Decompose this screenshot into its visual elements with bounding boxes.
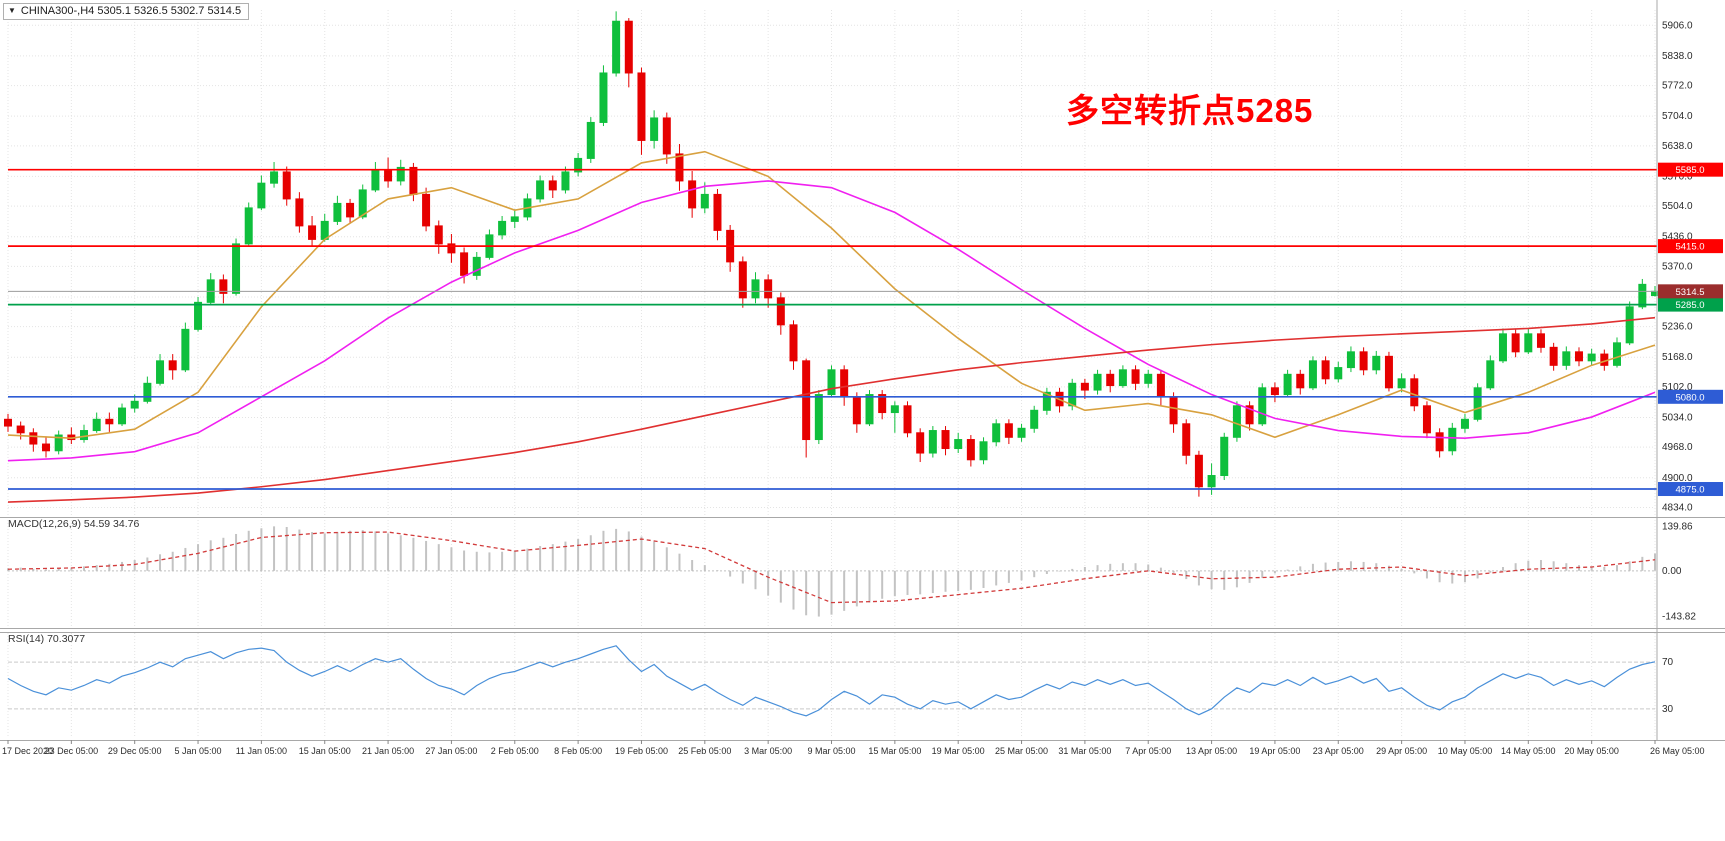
time-tick-label: 11 Jan 05:00 — [236, 746, 287, 756]
time-tick-label: 23 Dec 05:00 — [45, 746, 99, 756]
price-tick-label: 5570.0 — [1662, 171, 1693, 182]
current-price-badge — [1658, 284, 1723, 299]
annotation-text: 多空转折点5285 — [1066, 92, 1314, 129]
rsi-tick-label: 30 — [1662, 704, 1674, 715]
macd-panel — [7, 526, 1656, 617]
time-tick-label: 13 Apr 05:00 — [1186, 746, 1237, 756]
price-tick-label: 5370.0 — [1662, 261, 1693, 272]
price-badges: 5585.0 5415.0 5285.0 5080.0 4875.0 5314.5 — [1658, 162, 1723, 497]
macd-tick-label: 0.00 — [1662, 566, 1682, 577]
price-tick-label: 5504.0 — [1662, 201, 1693, 212]
rsi-indicator-label: RSI(14) 70.3077 — [8, 633, 86, 645]
time-tick-label: 3 Mar 05:00 — [744, 746, 792, 756]
macd-tick-label: 139.86 — [1662, 521, 1693, 532]
price-tick-label: 5236.0 — [1662, 322, 1693, 333]
price-tick-label: 5638.0 — [1662, 141, 1693, 152]
price-level-badge-text: 5080.0 — [1675, 392, 1704, 403]
price-axis: 5906.0 5838.0 5772.0 5704.0 5638.0 5570.0 5504… — [1662, 20, 1696, 715]
chart-dropdown-icon[interactable]: ▼ — [8, 6, 16, 15]
time-tick-label: 23 Apr 05:00 — [1313, 746, 1364, 756]
price-level-badge-text: 4875.0 — [1675, 485, 1704, 496]
time-tick-label: 15 Jan 05:00 — [299, 746, 351, 756]
time-tick-label: 10 May 05:00 — [1438, 746, 1493, 756]
macd-indicator-label: MACD(12,26,9) 54.59 34.76 — [8, 518, 140, 530]
slow-ma-line — [7, 316, 1656, 503]
horizontal-level-lines[interactable] — [8, 168, 1657, 490]
price-level-badge-text: 5585.0 — [1675, 165, 1704, 176]
rsi-tick-label: 70 — [1662, 657, 1674, 668]
price-tick-label: 5168.0 — [1662, 352, 1693, 363]
time-tick-label: 17 Dec 2020 — [2, 746, 53, 756]
price-tick-label: 4834.0 — [1662, 502, 1693, 513]
time-tick-label: 2 Feb 05:00 — [491, 746, 539, 756]
price-tick-label: 4968.0 — [1662, 442, 1693, 453]
time-tick-label: 5 Jan 05:00 — [175, 746, 222, 756]
time-tick-label: 15 Mar 05:00 — [868, 746, 921, 756]
price-tick-label: 5436.0 — [1662, 232, 1693, 243]
macd-signal-line — [7, 531, 1656, 604]
mid-ma-line — [7, 180, 1656, 462]
price-tick-label: 4900.0 — [1662, 473, 1693, 484]
moving-average-lines — [7, 150, 1656, 503]
macd-tick-label: -143.82 — [1662, 612, 1696, 623]
time-tick-label: 14 May 05:00 — [1501, 746, 1556, 756]
time-tick-label: 19 Feb 05:00 — [615, 746, 668, 756]
rsi-panel — [7, 645, 1656, 717]
time-tick-label: 29 Dec 05:00 — [108, 746, 162, 756]
fast-ma-line — [7, 150, 1656, 439]
time-tick-label: 25 Feb 05:00 — [678, 746, 731, 756]
price-tick-label: 5906.0 — [1662, 20, 1693, 31]
time-tick-label: 27 Jan 05:00 — [425, 746, 477, 756]
time-tick-label: 19 Apr 05:00 — [1249, 746, 1300, 756]
panel-borders — [0, 0, 1725, 741]
price-tick-label: 5034.0 — [1662, 412, 1693, 423]
price-tick-label: 5102.0 — [1662, 382, 1693, 393]
candles — [4, 11, 1659, 497]
price-tick-label: 5704.0 — [1662, 111, 1693, 122]
time-tick-label: 25 Mar 05:00 — [995, 746, 1048, 756]
price-level-badge-text: 5415.0 — [1675, 242, 1704, 253]
current-price-badge-text: 5314.5 — [1675, 287, 1704, 298]
symbol-info-box[interactable]: ▼ CHINA300-,H4 5305.1 5326.5 5302.7 5314… — [3, 3, 250, 20]
price-level-badge — [1658, 239, 1723, 254]
time-tick-label: 20 May 05:00 — [1564, 746, 1619, 756]
price-tick-label: 5772.0 — [1662, 81, 1693, 92]
price-level-badge — [1658, 162, 1723, 177]
time-tick-label: 19 Mar 05:00 — [932, 746, 985, 756]
time-tick-label: 9 Mar 05:00 — [807, 746, 855, 756]
time-tick-label: 31 Mar 05:00 — [1058, 746, 1111, 756]
time-tick-label: 7 Apr 05:00 — [1125, 746, 1171, 756]
rsi-line — [7, 645, 1656, 717]
price-level-badge — [1658, 297, 1723, 312]
price-level-badge — [1658, 482, 1723, 497]
price-tick-label: 5838.0 — [1662, 51, 1693, 62]
symbol-ohlc-title: CHINA300-,H4 5305.1 5326.5 5302.7 5314.5 — [20, 5, 242, 17]
time-tick-label: 29 Apr 05:00 — [1376, 746, 1427, 756]
time-tick-label: 26 May 05:00 — [1650, 746, 1705, 756]
time-tick-label: 8 Feb 05:00 — [554, 746, 602, 756]
price-level-badge-text: 5285.0 — [1675, 300, 1704, 311]
grid — [7, 10, 1656, 738]
price-level-badge — [1658, 389, 1723, 404]
time-tick-label: 21 Jan 05:00 — [362, 746, 414, 756]
